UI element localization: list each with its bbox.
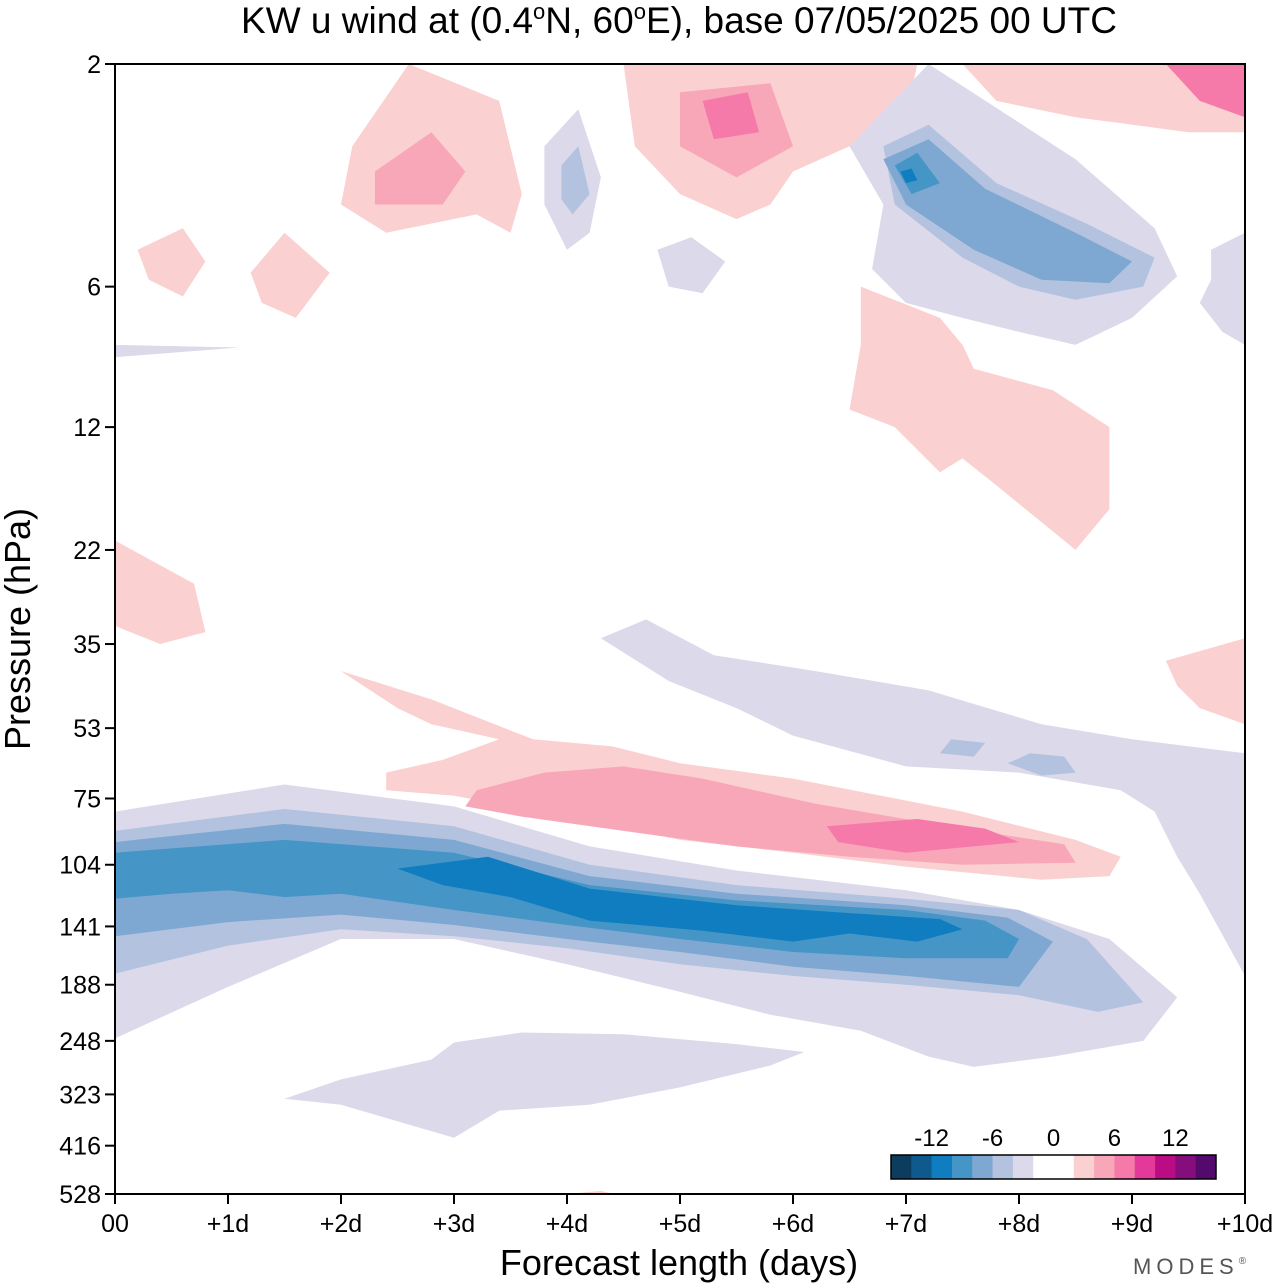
colorbar-swatch — [1175, 1155, 1196, 1179]
x-tick-label: +4d — [546, 1210, 588, 1238]
contour-negative-top-3 — [657, 237, 726, 294]
contour-positive-top-1-core — [374, 132, 466, 205]
contour-positive-right-mid — [1165, 638, 1245, 725]
x-tick-label: +1d — [207, 1210, 249, 1238]
chart-title: KW u wind at (0.4oN, 60oE), base 07/05/2… — [241, 0, 1117, 41]
colorbar-frame — [890, 1154, 1217, 1180]
contour-negative-top-1-level-4 — [894, 152, 940, 195]
y-axis-title: Pressure (hPa) — [0, 508, 38, 750]
colorbar-swatch — [1134, 1155, 1156, 1179]
colorbar-swatch — [1155, 1155, 1176, 1179]
colorbar-swatch — [911, 1155, 932, 1179]
contour-positive-top-3 — [849, 286, 1110, 550]
x-axis: 00 +1d +2d +3d +4d +5d +6d +7d +8d +9d +10d — [101, 1194, 1273, 1238]
modes-watermark: MODES® — [1133, 1254, 1247, 1279]
y-tick-label: 53 — [73, 715, 101, 743]
contour-positive-upper-left-2 — [250, 232, 330, 318]
colorbar-swatch — [951, 1155, 973, 1179]
y-axis: 2 6 12 22 35 53 75 104 141 188 248 323 416 528 — [59, 51, 115, 1209]
contour-negative-lower — [284, 1032, 805, 1138]
contour-positive-top-4 — [962, 64, 1245, 133]
x-tick-label: +3d — [433, 1210, 475, 1238]
colorbar-swatch — [1114, 1155, 1136, 1179]
y-tick-label: 6 — [87, 274, 101, 302]
colorbar: -12 -6 0 6 12 — [890, 1125, 1217, 1180]
colorbar-label: -12 — [914, 1125, 949, 1152]
y-tick-label: 528 — [59, 1181, 101, 1209]
y-tick-label: 248 — [59, 1028, 101, 1056]
colorbar-label: -6 — [982, 1125, 1003, 1152]
colorbar-swatch — [1033, 1155, 1054, 1179]
contour-field — [115, 64, 1245, 1194]
contour-positive-top-2-inner — [702, 92, 760, 140]
colorbar-label: 6 — [1108, 1125, 1121, 1152]
y-tick-label: 12 — [73, 414, 101, 442]
contour-negative-mid-small-2 — [939, 739, 986, 757]
colorbar-label: 12 — [1162, 1125, 1189, 1152]
colorbar-swatch — [992, 1155, 1014, 1179]
y-tick-label: 104 — [59, 852, 101, 880]
contour-positive-band-level-3 — [826, 819, 1019, 853]
contour-negative-top-1-level-3 — [883, 139, 1132, 284]
x-tick-label: +7d — [885, 1210, 927, 1238]
colorbar-swatch — [1094, 1155, 1115, 1179]
colorbar-swatch — [972, 1155, 993, 1179]
colorbar-swatch — [1053, 1155, 1075, 1179]
y-tick-label: 2 — [87, 51, 101, 79]
y-tick-label: 141 — [59, 913, 101, 941]
contour-positive-upper-left-1 — [137, 228, 206, 297]
x-tick-label: +9d — [1111, 1210, 1153, 1238]
x-tick-label: 00 — [101, 1210, 129, 1238]
y-tick-label: 35 — [73, 631, 101, 659]
y-tick-label: 188 — [59, 972, 101, 1000]
x-tick-label: +8d — [998, 1210, 1040, 1238]
contour-positive-lower-left — [115, 540, 206, 644]
y-tick-label: 323 — [59, 1081, 101, 1109]
contour-negative-mid-small-1 — [1007, 753, 1076, 776]
colorbar-swatch — [891, 1155, 912, 1179]
x-tick-label: +6d — [772, 1210, 814, 1238]
contour-negative-top-1-level-5 — [900, 168, 918, 184]
colorbar-swatch — [931, 1155, 953, 1179]
contour-negative-top-right — [1199, 232, 1245, 345]
colorbar-swatch — [1012, 1155, 1034, 1179]
colorbar-swatch — [1073, 1155, 1095, 1179]
contour-negative-jet-level-5 — [397, 856, 963, 942]
y-tick-label: 416 — [59, 1133, 101, 1161]
contour-negative-top-2-core — [561, 146, 590, 215]
x-tick-label: +5d — [659, 1210, 701, 1238]
x-tick-label: +10d — [1217, 1210, 1273, 1238]
x-axis-title: Forecast length (days) — [500, 1242, 858, 1283]
y-tick-label: 75 — [73, 785, 101, 813]
contour-positive-top-4-core — [1165, 64, 1245, 118]
contour-negative-thin-left — [115, 344, 240, 358]
colorbar-label: 0 — [1047, 1125, 1060, 1152]
contour-negative-mid-band — [600, 619, 1245, 976]
y-tick-label: 22 — [73, 537, 101, 565]
colorbar-swatch — [1195, 1155, 1217, 1179]
x-tick-label: +2d — [320, 1210, 362, 1238]
